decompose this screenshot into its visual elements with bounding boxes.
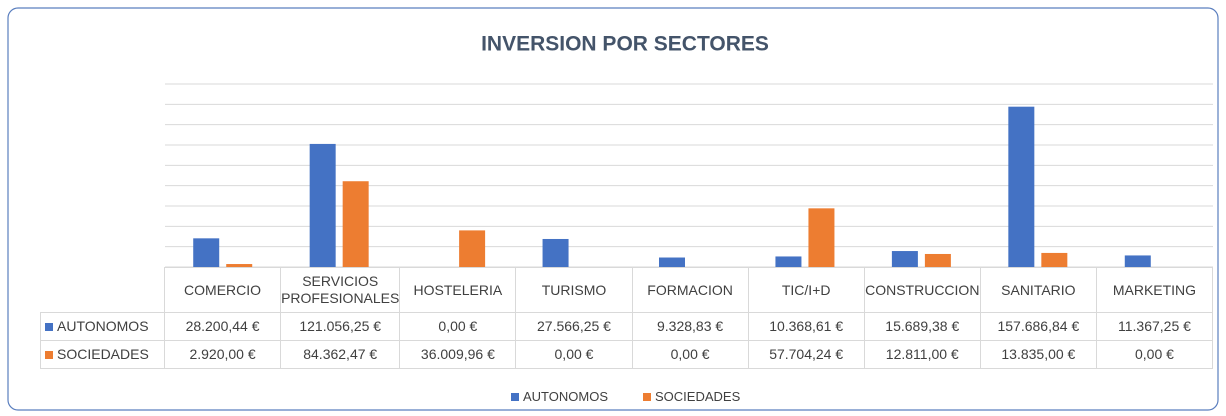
value-cell: 13.835,00 € <box>980 341 1097 369</box>
value-cell: 0,00 € <box>516 341 633 369</box>
table-corner <box>40 267 165 313</box>
series-label: AUTONOMOS <box>40 313 165 341</box>
legend-swatch <box>511 392 519 401</box>
legend-item: AUTONOMOS <box>511 389 608 404</box>
category-header: COMERCIO <box>165 267 282 313</box>
value-cell: 0,00 € <box>632 341 749 369</box>
bar <box>659 257 685 267</box>
bar <box>342 181 369 267</box>
category-header: MARKETING <box>1096 267 1213 313</box>
legend-label: AUTONOMOS <box>523 389 608 404</box>
value-cell: 157.686,84 € <box>980 313 1097 341</box>
bar <box>193 238 220 267</box>
legend-label: SOCIEDADES <box>655 389 741 404</box>
value-cell: 27.566,25 € <box>516 313 633 341</box>
legend-swatch <box>45 322 53 331</box>
value-cell: 0,00 € <box>1096 341 1213 369</box>
bar <box>1008 106 1035 267</box>
series-name: AUTONOMOS <box>57 318 149 334</box>
data-table: COMERCIO SERVICIOS PROFESIONALES HOSTELERI… <box>40 267 1213 369</box>
bar <box>542 238 569 267</box>
value-cell: 12.811,00 € <box>864 341 981 369</box>
value-cell: 121.056,25 € <box>281 313 401 341</box>
category-header: TURISMO <box>516 267 633 313</box>
bar <box>891 251 918 267</box>
value-cell: 2.920,00 € <box>165 341 282 369</box>
category-header: SERVICIOS PROFESIONALES <box>281 267 401 313</box>
value-cell: 10.368,61 € <box>748 313 865 341</box>
legend-item: SOCIEDADES <box>643 389 740 404</box>
bar <box>808 208 835 267</box>
legend-swatch <box>45 350 53 359</box>
bar <box>459 230 486 267</box>
legend-swatch <box>643 392 651 401</box>
category-header: FORMACION <box>632 267 749 313</box>
chart-title: INVERSION POR SECTORES <box>481 33 769 56</box>
category-header: HOSTELERIA <box>400 267 517 313</box>
value-cell: 11.367,25 € <box>1096 313 1213 341</box>
value-cell: 36.009,96 € <box>400 341 517 369</box>
value-cell: 15.689,38 € <box>864 313 981 341</box>
value-cell: 28.200,44 € <box>165 313 282 341</box>
series-label: SOCIEDADES <box>40 341 165 369</box>
category-header: CONSTRUCCION <box>864 267 981 313</box>
category-header: SANITARIO <box>980 267 1097 313</box>
bar <box>1041 252 1068 267</box>
bar <box>775 256 802 267</box>
bar <box>226 264 253 267</box>
bar <box>924 253 951 267</box>
series-name: SOCIEDADES <box>57 346 149 362</box>
bar <box>1124 255 1151 267</box>
chart-border <box>7 7 1219 411</box>
value-cell: 84.362,47 € <box>281 341 401 369</box>
value-cell: 9.328,83 € <box>632 313 749 341</box>
value-cell: 57.704,24 € <box>748 341 865 369</box>
category-header: TIC/I+D <box>748 267 865 313</box>
bar <box>309 143 336 267</box>
value-cell: 0,00 € <box>400 313 517 341</box>
